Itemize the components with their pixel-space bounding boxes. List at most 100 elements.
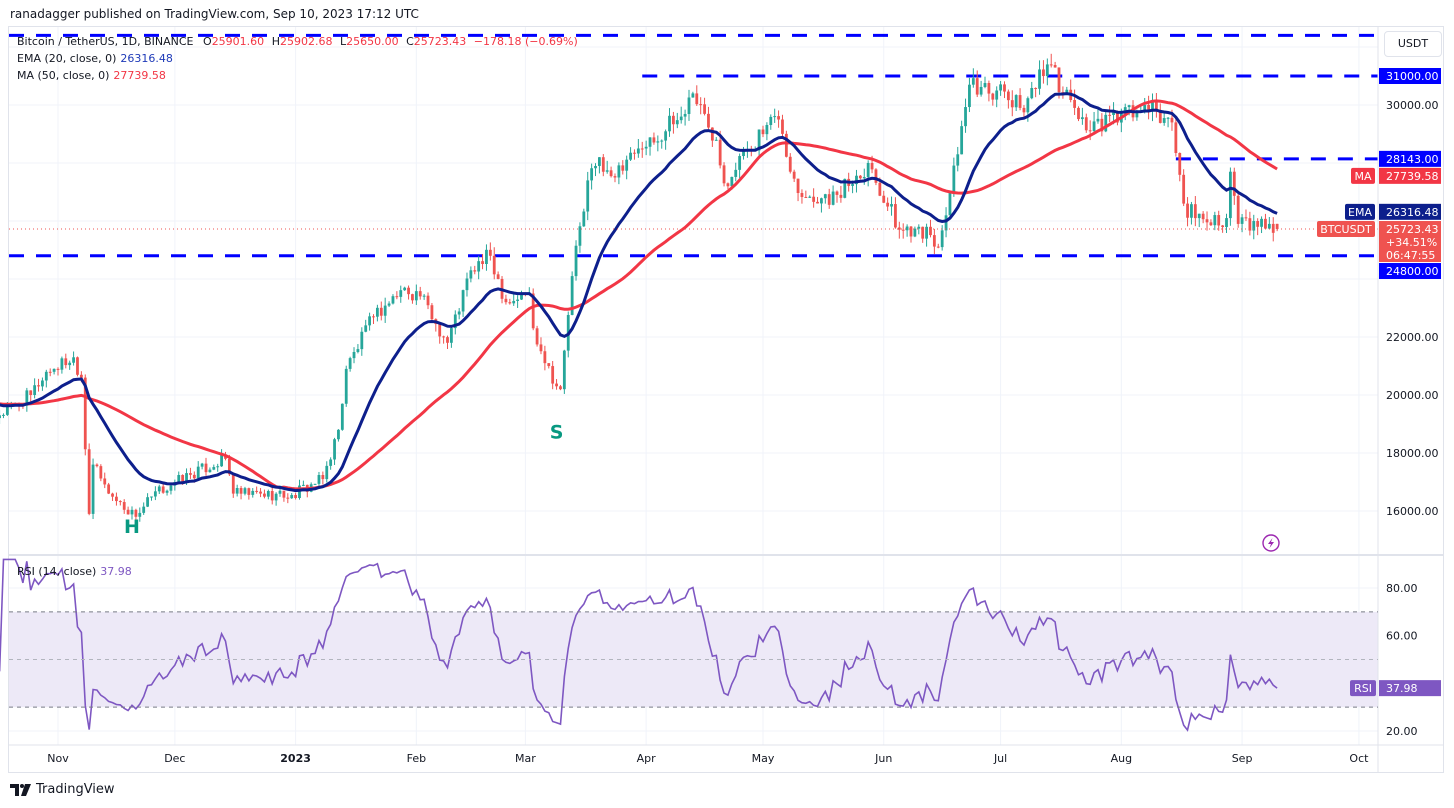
candle — [512, 294, 516, 306]
candle-body — [781, 119, 784, 134]
candle-body — [60, 358, 64, 370]
candle-body — [504, 298, 508, 303]
tradingview-logo[interactable]: TradingView — [10, 782, 115, 797]
candle-body — [407, 287, 410, 295]
candle-body — [231, 474, 235, 494]
candle-body — [605, 170, 609, 172]
price-tick-label: 20000.00 — [1386, 389, 1439, 402]
candle — [130, 506, 134, 520]
candle-body — [648, 137, 652, 147]
candle — [617, 162, 621, 185]
candle — [574, 240, 578, 281]
candle-body — [142, 506, 146, 513]
candle-body — [788, 156, 792, 172]
candle-body — [960, 126, 964, 155]
candle — [816, 196, 819, 204]
ema-side-tag-bg — [1345, 203, 1375, 220]
candle — [636, 139, 640, 158]
symbol-name[interactable]: Bitcoin / TetherUS, 1D, BINANCE — [17, 35, 194, 48]
candle-body — [901, 229, 905, 231]
candle-body — [446, 337, 449, 343]
candle-body — [1073, 99, 1076, 108]
candle-body — [773, 116, 777, 118]
candle — [189, 467, 192, 479]
candle — [901, 223, 905, 239]
candle-body — [769, 116, 773, 126]
candle — [115, 492, 118, 506]
candle-body — [890, 204, 893, 207]
candle — [118, 500, 122, 506]
candle — [430, 303, 434, 322]
candle-body — [1244, 217, 1248, 219]
candle — [960, 120, 964, 155]
candle — [25, 387, 29, 412]
candle — [325, 461, 329, 483]
candle — [520, 290, 523, 300]
candle — [95, 463, 99, 468]
candle-body — [192, 474, 196, 479]
candle-body — [714, 139, 718, 141]
candle-body — [64, 358, 68, 366]
candle — [1158, 103, 1162, 124]
candle-body — [414, 291, 418, 301]
candle — [1244, 209, 1248, 221]
currency-button[interactable]: USDT — [1384, 31, 1442, 57]
candle-body — [1006, 91, 1010, 101]
candle-body — [944, 215, 948, 231]
ema-legend[interactable]: EMA (20, close, 0) 26316.48 — [17, 52, 173, 65]
lightning-icon[interactable] — [1262, 534, 1280, 552]
candle — [609, 166, 613, 178]
candle-body — [1014, 95, 1018, 108]
candle-body — [835, 191, 839, 195]
candle — [1034, 87, 1038, 98]
candle — [216, 463, 220, 472]
candle-body — [465, 278, 469, 291]
candle — [932, 228, 936, 255]
candle — [897, 221, 901, 239]
candle-body — [738, 156, 742, 170]
price-tick-label: 30000.00 — [1386, 99, 1439, 112]
candle — [1248, 211, 1252, 236]
candle-body — [33, 385, 37, 395]
candle — [1217, 210, 1221, 231]
candle — [1003, 81, 1006, 99]
candle-body — [870, 163, 874, 170]
candle-body — [0, 415, 1, 419]
candle-body — [130, 509, 134, 515]
candle-body — [68, 362, 72, 366]
candle — [656, 135, 660, 152]
candle — [648, 137, 652, 156]
candle-body — [372, 316, 375, 318]
candle — [337, 429, 340, 442]
candle — [87, 443, 91, 516]
candle-body — [126, 509, 130, 515]
time-tick-label: Nov — [47, 752, 69, 765]
candle-body — [189, 473, 192, 475]
ma-legend[interactable]: MA (50, close, 0) 27739.58 — [17, 69, 166, 82]
candle-body — [543, 351, 547, 364]
candle — [294, 492, 297, 500]
candle-body — [438, 324, 442, 337]
candle-body — [1010, 100, 1014, 108]
candle-body — [722, 165, 726, 184]
candle-body — [360, 331, 364, 350]
candle — [605, 160, 609, 174]
candle — [122, 499, 126, 514]
candle — [91, 458, 95, 520]
candle-body — [1248, 218, 1252, 231]
candle-body — [640, 148, 644, 150]
candle — [340, 403, 344, 431]
candle-body — [442, 336, 446, 338]
candle — [1166, 116, 1170, 128]
candle — [282, 490, 286, 502]
candle — [578, 222, 582, 253]
candle-body — [461, 290, 465, 312]
rsi-legend[interactable]: RSI (14, close) 37.98 — [17, 565, 132, 578]
candle-body — [352, 351, 356, 359]
candle — [391, 294, 395, 305]
candle — [485, 244, 488, 271]
candle — [804, 190, 808, 199]
candle — [150, 496, 153, 501]
candle — [1147, 95, 1150, 120]
